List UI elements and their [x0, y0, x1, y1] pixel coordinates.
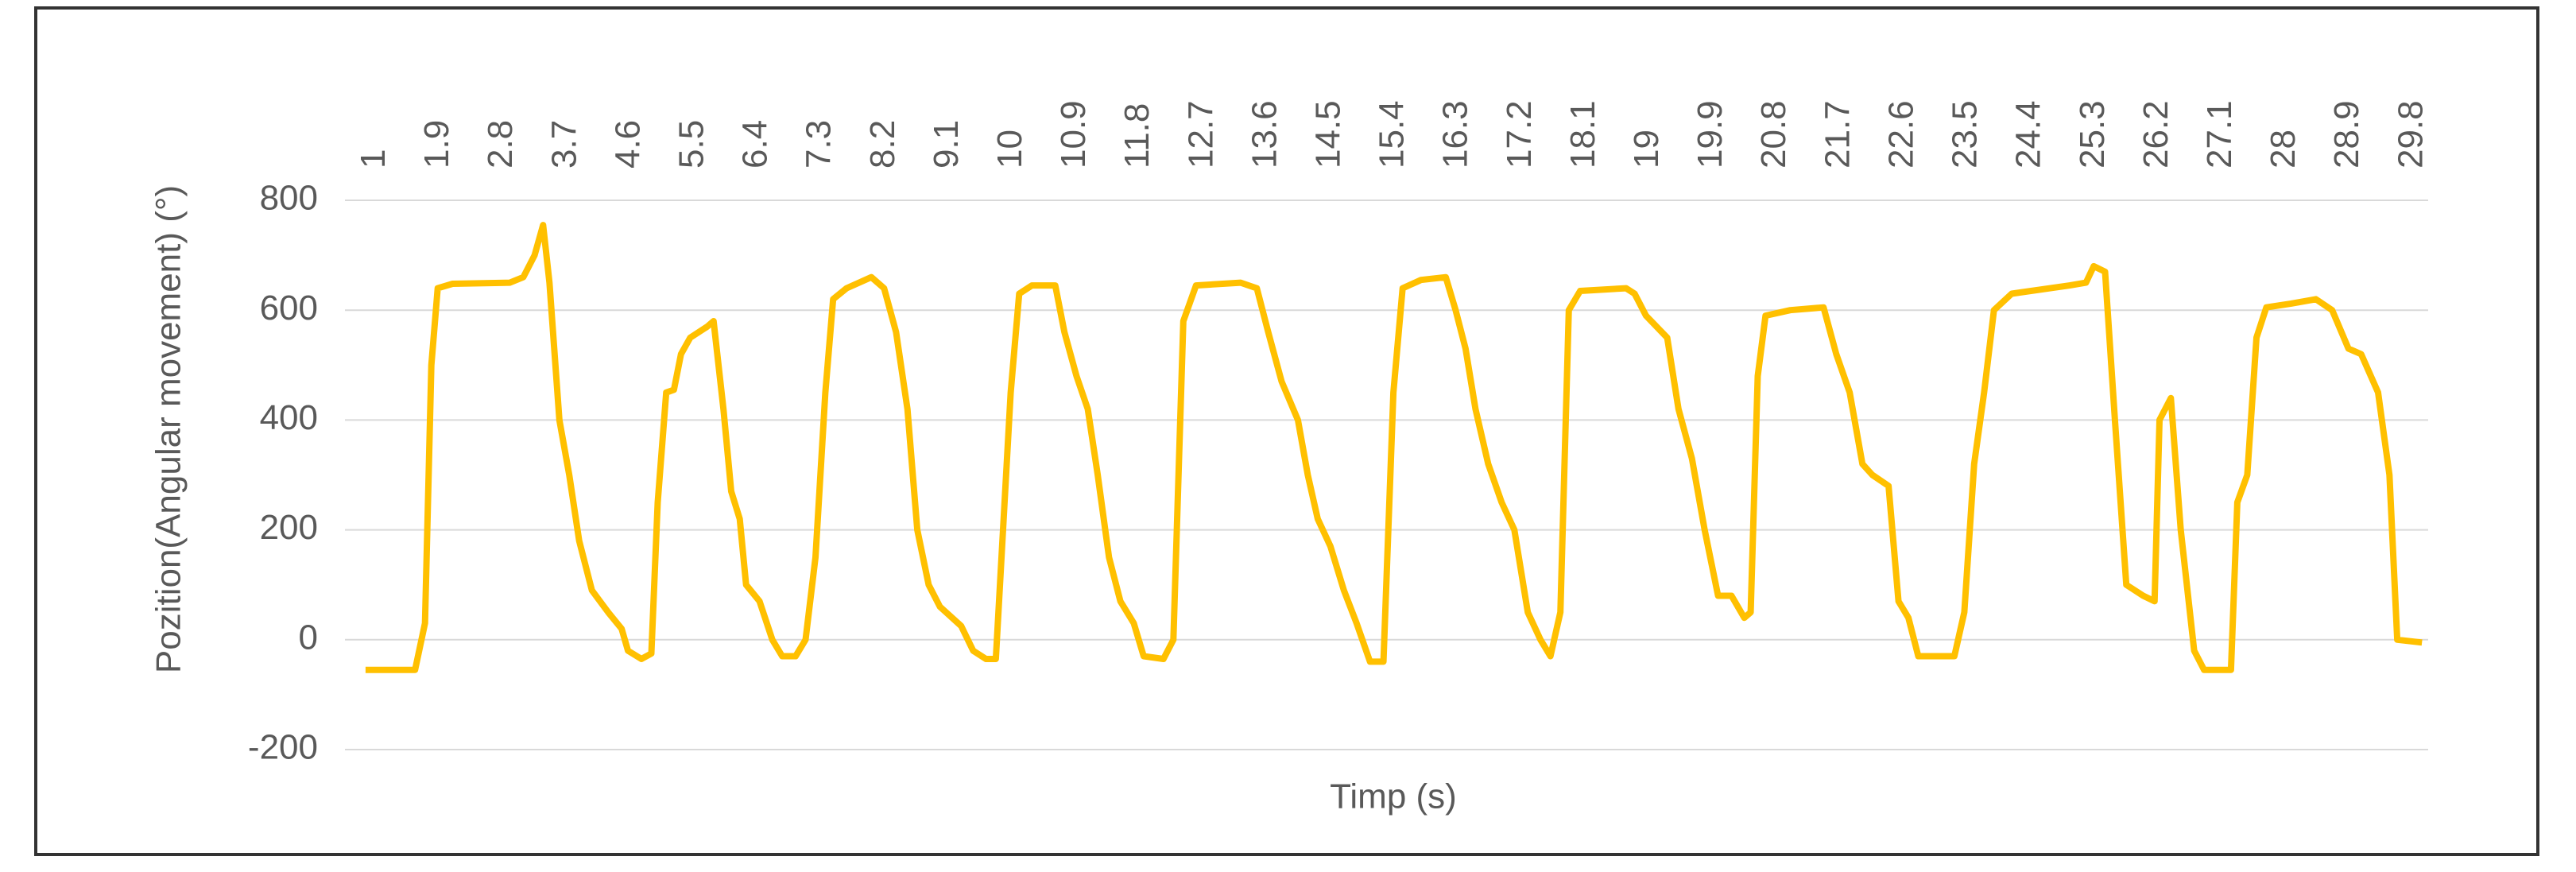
y-tick-label: 400: [260, 398, 318, 437]
x-tick-label: 14.5: [1309, 100, 1348, 169]
x-tick-label: 13.6: [1245, 100, 1284, 169]
y-tick-label: -200: [248, 728, 318, 767]
x-axis-label: Timp (s): [1330, 777, 1457, 816]
data-line: [365, 222, 2423, 673]
x-tick-label: 1: [354, 149, 393, 169]
x-tick-label: 7.3: [800, 120, 839, 169]
y-tick-label: 200: [260, 508, 318, 547]
y-tick-label: 800: [260, 179, 318, 218]
x-tick-label: 6.4: [736, 120, 775, 169]
x-tick-label: 22.6: [1881, 100, 1920, 169]
x-tick-label: 20.8: [1754, 100, 1793, 169]
x-tick-label: 12.7: [1181, 100, 1220, 169]
x-tick-label: 28.9: [2327, 100, 2366, 169]
x-tick-label: 9.1: [927, 120, 966, 169]
x-tick-label: 4.6: [608, 120, 647, 169]
y-axis-label: Pozition(Angular movement) (°): [149, 185, 188, 673]
y-tick-label: 0: [299, 618, 318, 657]
x-tick-label: 2.8: [481, 120, 520, 169]
x-tick-label: 24.4: [2009, 100, 2048, 169]
x-tick-label: 15.4: [1373, 100, 1412, 169]
x-tick-label: 11.8: [1118, 103, 1156, 169]
x-tick-label: 3.7: [544, 120, 583, 169]
x-tick-label: 21.7: [1818, 100, 1857, 169]
y-tick-label: 600: [260, 289, 318, 327]
x-tick-label: 5.5: [672, 120, 711, 169]
chart-border: [34, 6, 2539, 856]
x-tick-label: 18.1: [1563, 100, 1602, 169]
x-tick-label: 1.9: [417, 120, 456, 169]
x-tick-label: 23.5: [1946, 100, 1985, 169]
x-tick-label: 19.9: [1691, 100, 1730, 169]
x-tick-label: 16.3: [1436, 100, 1475, 169]
x-tick-label: 26.2: [2136, 100, 2175, 169]
x-tick-label: 19: [1627, 130, 1666, 169]
x-tick-label: 17.2: [1500, 100, 1539, 169]
x-tick-label: 29.8: [2391, 100, 2430, 169]
x-tick-label: 25.3: [2073, 100, 2112, 169]
x-tick-label: 27.1: [2200, 100, 2239, 169]
x-tick-label: 28: [2264, 130, 2303, 169]
x-tick-label: 10.9: [1054, 100, 1093, 169]
x-tick-label: 10: [990, 130, 1029, 169]
x-tick-label: 8.2: [863, 120, 902, 169]
